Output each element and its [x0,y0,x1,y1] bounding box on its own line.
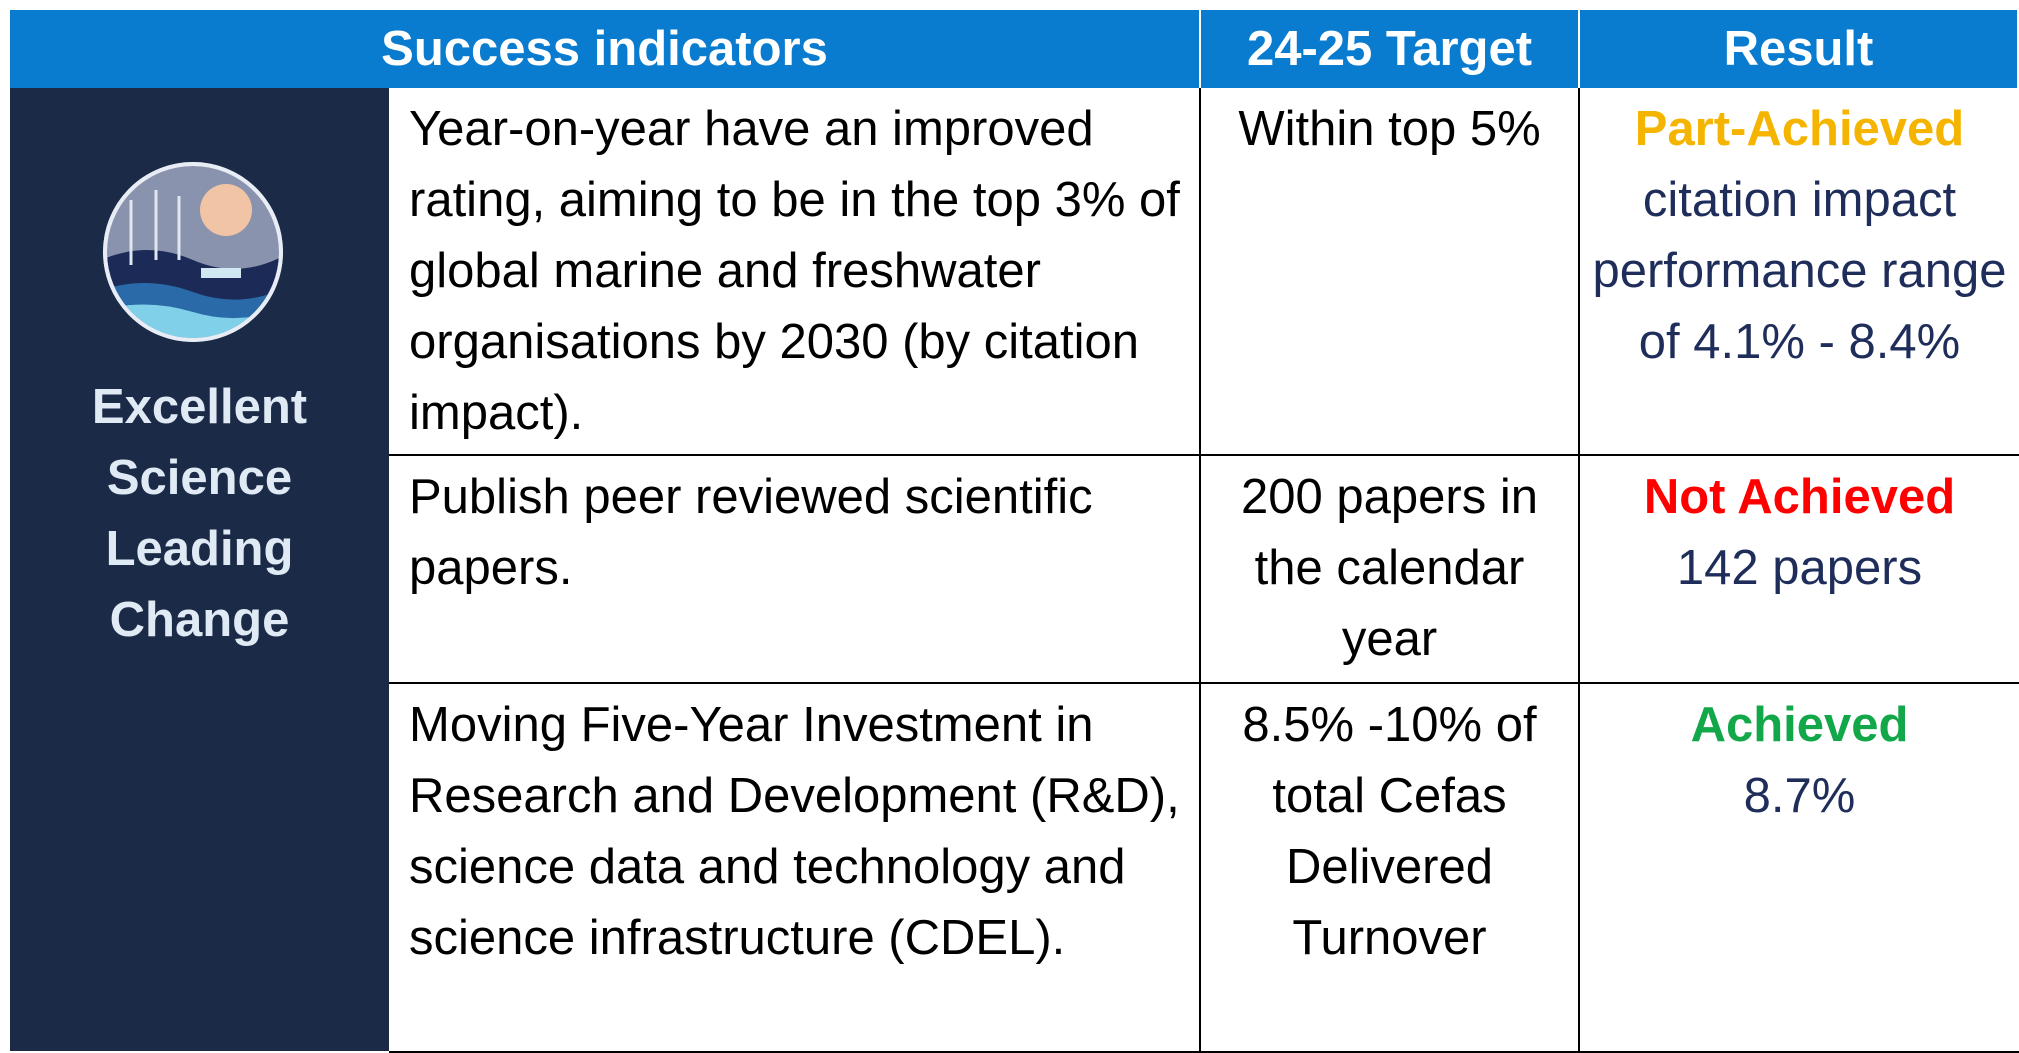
indicator-cell: Year-on-year have an improved rating, ai… [389,88,1201,456]
header-cell: 24-25 Target [1201,10,1580,88]
result-detail: citation impact performance range of 4.1… [1592,173,2007,369]
category-label: Excellent Science Leading Change [91,380,308,647]
indicator-cell: Publish peer reviewed scientific papers. [389,456,1201,684]
status: Not Achieved [1643,470,1956,524]
result-cell: Not Achieved 142 papers [1580,456,2019,684]
target-cell: 200 papers in the calendar year [1201,456,1580,684]
status: Achieved [1690,698,1909,752]
header-cell: Success indicators [10,10,1201,88]
target-cell: 8.5% -10% of total Cefas Delivered Turno… [1201,684,1580,1053]
result-detail: 8.7% [1743,769,1856,823]
header-cell: Result [1580,10,2019,88]
result-detail: 142 papers [1676,541,1923,595]
indicator-cell: Moving Five-Year Investment in Research … [389,684,1201,1053]
result-cell: Achieved 8.7% [1580,684,2019,1053]
status: Part-Achieved [1634,102,1965,156]
target-cell: Within top 5% [1201,88,1580,456]
result-cell: Part-Achieved citation impact performance… [1580,88,2019,456]
icon [103,162,283,342]
